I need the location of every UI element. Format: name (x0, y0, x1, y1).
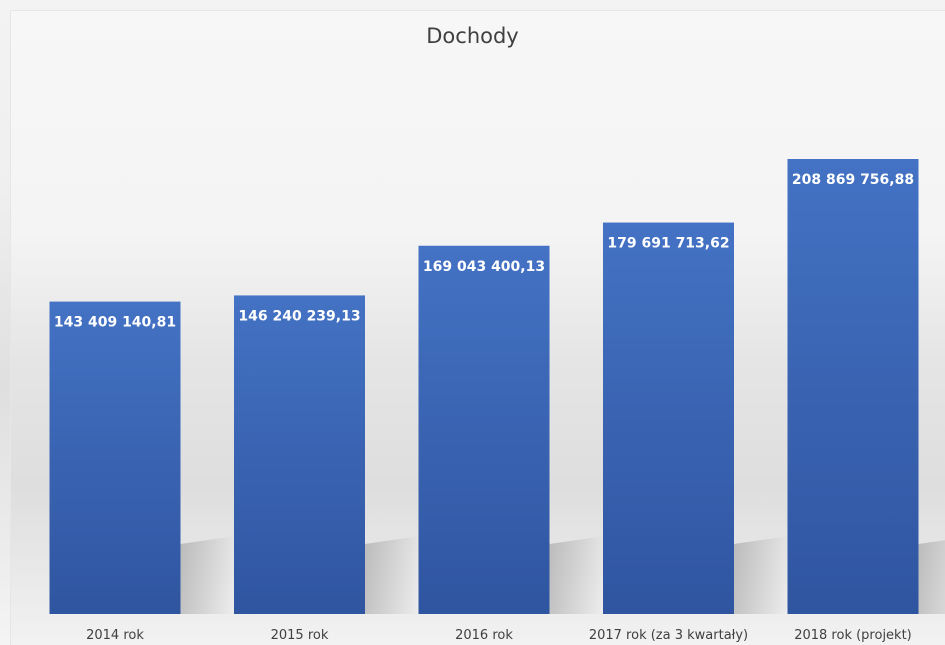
category-tick-label: 2018 rok (projekt) (794, 628, 912, 643)
bar-shadow (180, 536, 236, 614)
category-tick-label: 2014 rok (86, 628, 144, 643)
bar (418, 245, 550, 614)
bar-shadow (549, 536, 605, 614)
bar (603, 222, 734, 614)
bar-shadow (365, 536, 420, 614)
bar-shadows (180, 536, 945, 614)
bars-group (49, 159, 919, 614)
category-tick-label: 2015 rok (271, 628, 329, 643)
value-labels-group: 143 409 140,81 146 240 239,13 169 043 400,… (54, 172, 914, 331)
category-labels-group: 2014 rok 2015 rok 2016 rok 2017 rok (za 3 k… (86, 628, 912, 643)
data-label: 179 691 713,62 (607, 236, 729, 252)
data-label: 143 409 140,81 (54, 315, 176, 331)
bar (49, 301, 181, 614)
bar (234, 295, 365, 614)
data-label: 169 043 400,13 (423, 259, 545, 275)
bar-shadow (918, 540, 945, 614)
bar-shadow (734, 536, 789, 614)
data-label: 146 240 239,13 (238, 308, 360, 324)
bar (787, 159, 919, 614)
chart-title: Dochody (426, 24, 519, 48)
data-label: 208 869 756,88 (792, 172, 914, 188)
category-tick-label: 2016 rok (455, 628, 513, 643)
category-tick-label: 2017 rok (za 3 kwartały) (589, 628, 748, 643)
